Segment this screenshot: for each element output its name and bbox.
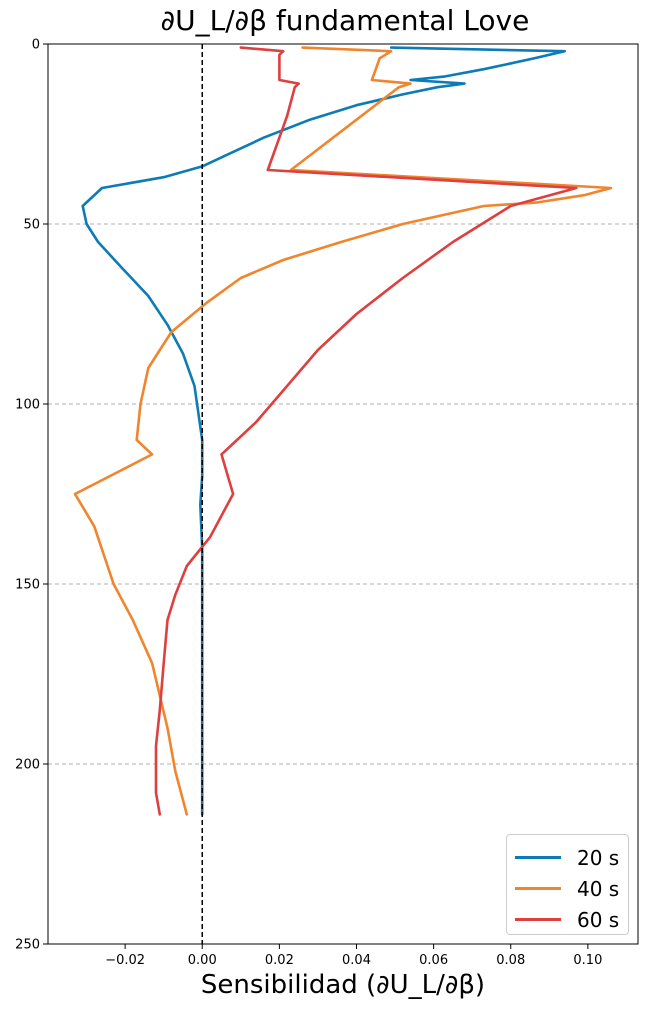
x-tick-label: 0.06: [419, 953, 448, 968]
grid-lines: [48, 223, 638, 765]
legend-swatch-20s: [515, 856, 561, 859]
y-tick-label: 150: [15, 578, 40, 593]
x-tick-label: 0.00: [188, 953, 217, 968]
y-tick-label: 0: [32, 38, 40, 53]
y-ticks: 0 50 100 150 200 250: [15, 38, 48, 953]
y-tick-label: 200: [15, 758, 40, 773]
series-line-20s: [81, 46, 567, 816]
plot-frame: [47, 43, 639, 945]
legend-item-60s: 60 s: [515, 904, 628, 935]
legend-item-40s: 40 s: [515, 873, 628, 904]
x-tick-label: 0.02: [265, 953, 294, 968]
legend-label-40s: 40 s: [577, 876, 620, 901]
x-tick-label: −0.02: [105, 953, 145, 968]
legend-item-20s: 20 s: [515, 842, 628, 873]
legend-label-60s: 60 s: [577, 907, 620, 932]
series-line-40s: [73, 46, 613, 816]
x-ticks: −0.02 0.00 0.02 0.04 0.06 0.08 0.10: [105, 944, 602, 968]
y-tick-label: 100: [15, 398, 40, 413]
series-lines: [73, 46, 613, 816]
y-tick-label: 50: [23, 218, 40, 233]
legend-swatch-60s: [515, 918, 561, 921]
x-tick-label: 0.10: [573, 953, 602, 968]
x-tick-label: 0.04: [342, 953, 371, 968]
chart-title: ∂U_L/∂β fundamental Love: [160, 4, 530, 37]
legend-swatch-40s: [515, 887, 561, 890]
legend-label-20s: 20 s: [577, 845, 620, 870]
legend: 20 s 40 s 60 s: [506, 834, 629, 935]
series-line-60s: [154, 46, 578, 816]
y-tick-label: 250: [15, 938, 40, 953]
x-axis-label: Sensibilidad (∂U_L/∂β): [200, 970, 486, 1000]
x-tick-label: 0.08: [496, 953, 525, 968]
